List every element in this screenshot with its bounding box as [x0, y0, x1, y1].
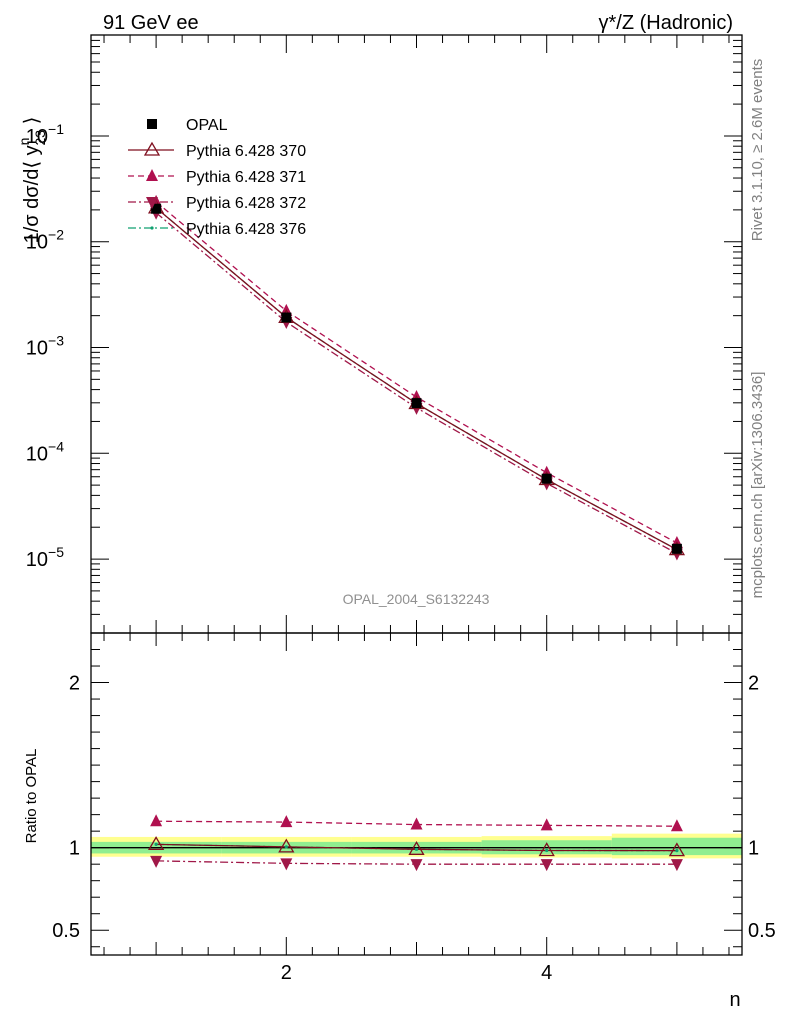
- legend-label-0: OPAL: [186, 117, 228, 134]
- ratio-frame: [90, 632, 743, 956]
- ratio-point-0-0: [147, 836, 165, 851]
- main-y-tick-label-2: 10−3: [26, 333, 64, 360]
- ratio-point-1-4: [670, 819, 683, 832]
- left-title: 91 GeV ee: [103, 12, 199, 34]
- main-y-tick-label-4: 10−1: [26, 121, 64, 148]
- ratio-y-axis-label: Ratio to OPAL: [23, 749, 40, 844]
- main-point-0-1: [281, 312, 292, 323]
- ratio-panel-markers: [147, 814, 686, 872]
- ratio-y-tick-label-left-0: 0.5: [52, 920, 80, 942]
- ratio-point-2-4: [670, 859, 683, 872]
- main-point-0-3: [541, 473, 552, 484]
- main-point-0-0: [151, 203, 162, 214]
- ratio-point-3-0: [154, 842, 158, 846]
- legend-marker-4: [150, 226, 154, 230]
- ratio-point-1-2: [410, 817, 423, 830]
- ratio-point-2-0: [150, 855, 163, 868]
- legend-entry-4: Pythia 6.428 376: [128, 221, 306, 238]
- ratio-point-2-2: [410, 859, 423, 872]
- ratio-point-0-2: [408, 841, 425, 855]
- ratio-point-3-1: [284, 845, 288, 849]
- mcplots-label: mcplots.cern.ch [arXiv:1306.3436]: [749, 372, 766, 599]
- main-series-line-3: [155, 212, 678, 555]
- ratio-y-tick-label-right-1: 1: [748, 838, 759, 860]
- main-y-tick-label-1: 10−4: [26, 438, 64, 465]
- ratio-y-tick-label-left-1: 1: [69, 838, 80, 860]
- legend: OPAL Pythia 6.428 370 Pythia 6.428 371 Pyth…: [128, 117, 306, 238]
- x-tick-label-0: 2: [281, 962, 292, 984]
- ratio-point-1-0: [150, 814, 163, 827]
- ratio-point-0-1: [278, 838, 295, 853]
- x-tick-label-1: 4: [541, 962, 552, 984]
- rivet-label: Rivet 3.1.10, ≥ 2.6M events: [749, 59, 766, 242]
- legend-marker-1: [143, 141, 161, 156]
- main-y-tick-label-0: 10−5: [26, 544, 64, 571]
- ratio-point-3-3: [545, 848, 549, 853]
- main-series-line-2: [155, 201, 678, 544]
- ratio-y-tick-label-right-0: 0.5: [748, 920, 776, 942]
- main-y-tick-label-3: 10−2: [26, 227, 64, 254]
- ratio-point-2-1: [280, 858, 293, 871]
- ratio-panel-axes: 2 4 0.5 0.5 1 1 2 2: [52, 632, 776, 984]
- ratio-point-1-1: [280, 815, 293, 828]
- ratio-point-3-2: [414, 847, 419, 851]
- ratio-y-tick-label-left-2: 2: [69, 673, 80, 695]
- svg-text:1/σ dσ/d⟨ yn23 ⟩: 1/σ dσ/d⟨ yn23 ⟩: [16, 117, 48, 244]
- right-title: γ*/Z (Hadronic): [599, 12, 733, 34]
- legend-marker-0: [147, 119, 157, 129]
- legend-entry-0: OPAL: [147, 117, 228, 134]
- legend-marker-3: [146, 197, 158, 209]
- legend-label-1: Pythia 6.428 370: [186, 143, 306, 160]
- ratio-inner-band-4: [611, 837, 742, 856]
- ratio-point-3-4: [675, 849, 679, 853]
- main-y-axis-label: 1/σ dσ/d⟨ yn23 ⟩: [16, 117, 48, 244]
- legend-entry-1: Pythia 6.428 370: [128, 141, 306, 160]
- x-axis-label: n: [729, 989, 740, 1011]
- ratio-point-1-3: [540, 818, 553, 831]
- ratio-point-0-3: [538, 842, 555, 857]
- main-panel-markers: [147, 194, 686, 561]
- legend-label-4: Pythia 6.428 376: [186, 221, 306, 238]
- ratio-point-2-3: [540, 859, 553, 872]
- legend-entry-3: Pythia 6.428 372: [128, 195, 306, 212]
- legend-label-2: Pythia 6.428 371: [186, 169, 306, 186]
- main-panel-axes: 10−5 10−4 10−3 10−2 10−1: [26, 34, 743, 634]
- analysis-watermark: OPAL_2004_S6132243: [343, 591, 490, 607]
- main-series-line-1: [155, 207, 678, 551]
- main-series-line-4: [155, 207, 678, 551]
- main-panel-lines: [155, 201, 678, 555]
- legend-label-3: Pythia 6.428 372: [186, 195, 306, 212]
- legend-marker-2: [146, 169, 158, 181]
- legend-entry-2: Pythia 6.428 371: [128, 169, 306, 186]
- ratio-y-tick-label-right-2: 2: [748, 673, 759, 695]
- ratio-point-0-4: [668, 842, 686, 857]
- main-point-0-2: [411, 398, 422, 409]
- main-point-0-4: [671, 543, 682, 554]
